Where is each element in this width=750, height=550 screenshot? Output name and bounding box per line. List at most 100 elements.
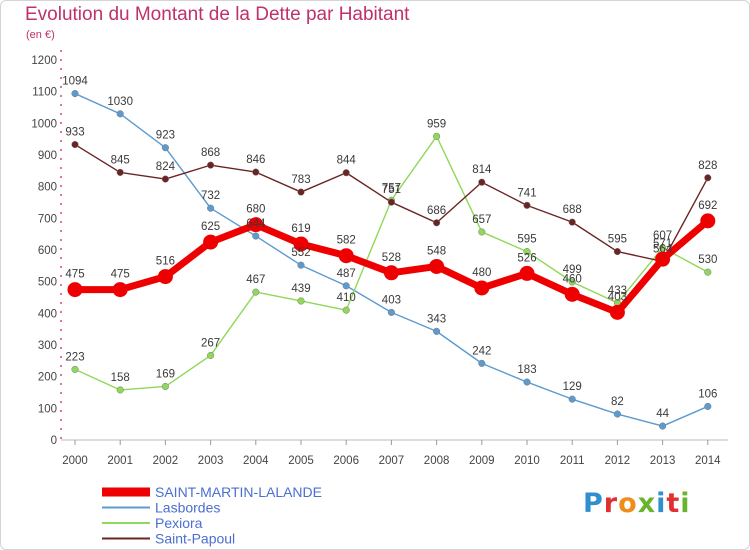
data-label-lasbordes: 923 [156,130,175,142]
legend-label-saint-martin-lalande: SAINT-MARTIN-LALANDE [155,484,322,500]
data-point-lasbordes [116,110,124,118]
data-label-lasbordes: 242 [472,345,491,357]
data-point-lasbordes [523,378,531,386]
data-point-pexiora [568,278,576,286]
data-point-pexiora [71,365,79,373]
data-label-lasbordes: 552 [291,247,310,259]
chart-title: Evolution du Montant de la Dette par Hab… [25,4,410,25]
data-point-saint-papoul [704,174,712,182]
y-tick-label: 800 [38,182,57,194]
data-point-pexiora [659,244,667,252]
data-label-saint-martin-lalande: 582 [337,235,356,247]
data-label-lasbordes: 644 [246,218,266,230]
data-label-saint-papoul: 686 [427,205,446,217]
data-point-pexiora [478,228,486,236]
x-tick-label: 2013 [650,455,676,467]
data-label-pexiora: 169 [156,368,175,380]
data-point-saint-papoul [613,248,621,256]
y-tick-label: 1200 [31,55,57,67]
data-point-lasbordes [387,308,395,316]
data-label-saint-martin-lalande: 571 [653,238,672,250]
legend: SAINT-MARTIN-LALANDELasbordesPexioraSain… [102,484,322,547]
data-point-lasbordes [297,261,305,269]
data-point-lasbordes [568,395,576,403]
data-point-saint-martin-lalande [112,282,128,298]
logo-letter: P [583,488,604,519]
data-point-lasbordes [478,359,486,367]
data-point-saint-martin-lalande [474,280,490,296]
x-tick-label: 2004 [243,455,269,467]
data-point-pexiora [433,132,441,140]
y-tick-label: 1100 [32,87,57,99]
data-label-lasbordes: 44 [656,408,669,420]
data-point-pexiora [342,306,350,314]
unit-label: (en €) [26,29,55,41]
data-point-saint-papoul [433,219,441,227]
data-label-saint-papoul: 814 [472,164,492,176]
data-label-pexiora: 158 [111,372,130,384]
data-point-pexiora [116,386,124,394]
data-point-saint-martin-lalande [383,265,399,281]
legend-label-pexiora: Pexiora [155,515,203,531]
data-point-saint-martin-lalande [609,304,625,320]
data-label-saint-papoul: 933 [65,127,84,139]
data-label-pexiora: 959 [427,118,446,130]
data-point-saint-martin-lalande [655,251,671,267]
x-tick-label: 2007 [379,455,405,467]
data-label-saint-martin-lalande: 528 [382,252,401,264]
data-label-lasbordes: 1030 [107,96,133,108]
data-label-saint-papoul: 688 [563,204,582,216]
data-label-lasbordes: 106 [698,388,717,400]
data-label-lasbordes: 487 [337,268,356,280]
data-label-saint-martin-lalande: 460 [563,273,582,285]
data-label-saint-papoul: 844 [337,155,357,167]
value-labels: 1094 1030 923 732 644 552 487 403 343 242 183 129 82… [62,76,717,421]
x-tick-label: 2010 [514,455,540,467]
data-point-lasbordes [252,232,260,240]
data-point-pexiora [523,248,531,256]
y-tick-label: 600 [38,245,57,257]
data-label-saint-martin-lalande: 516 [156,256,175,268]
data-label-saint-martin-lalande: 625 [201,221,220,233]
data-label-pexiora: 530 [698,254,717,266]
data-label-saint-martin-lalande: 475 [65,269,84,281]
data-label-saint-martin-lalande: 480 [472,267,491,279]
data-point-saint-martin-lalande [429,258,445,274]
data-label-lasbordes: 82 [611,396,624,408]
data-label-saint-papoul: 751 [382,184,401,196]
data-label-pexiora: 467 [246,274,265,286]
data-point-saint-papoul [342,169,350,177]
data-point-pexiora [161,382,169,391]
y-tick-label: 900 [38,150,57,162]
data-point-saint-martin-lalande [564,286,580,302]
data-point-lasbordes [659,422,667,430]
data-point-saint-papoul [568,218,576,226]
data-point-pexiora [297,297,305,305]
data-label-lasbordes: 1094 [62,76,88,88]
data-point-lasbordes [71,90,79,98]
x-tick-label: 2011 [560,455,585,467]
data-label-saint-martin-lalande: 526 [517,252,536,264]
x-tick-label: 2003 [198,455,224,467]
data-point-lasbordes [433,327,441,335]
data-point-saint-papoul [297,188,305,196]
data-point-saint-papoul [252,168,260,176]
y-tick-label: 300 [38,340,57,352]
data-label-saint-martin-lalande: 548 [427,245,446,257]
data-label-lasbordes: 403 [382,294,401,306]
data-label-lasbordes: 183 [517,364,536,376]
data-label-saint-martin-lalande: 680 [246,204,265,216]
y-tick-label: 0 [51,435,57,447]
data-label-pexiora: 595 [517,234,536,246]
data-point-saint-martin-lalande [293,236,309,252]
data-point-saint-martin-lalande [67,282,83,298]
data-point-lasbordes [207,204,215,212]
x-tick-label: 2009 [469,455,495,467]
data-point-lasbordes [342,282,350,290]
data-label-pexiora: 499 [563,264,582,276]
data-point-lasbordes [613,410,621,418]
data-label-lasbordes: 732 [201,190,220,202]
data-label-saint-papoul: 595 [608,234,627,246]
y-tick-label: 700 [38,213,57,225]
